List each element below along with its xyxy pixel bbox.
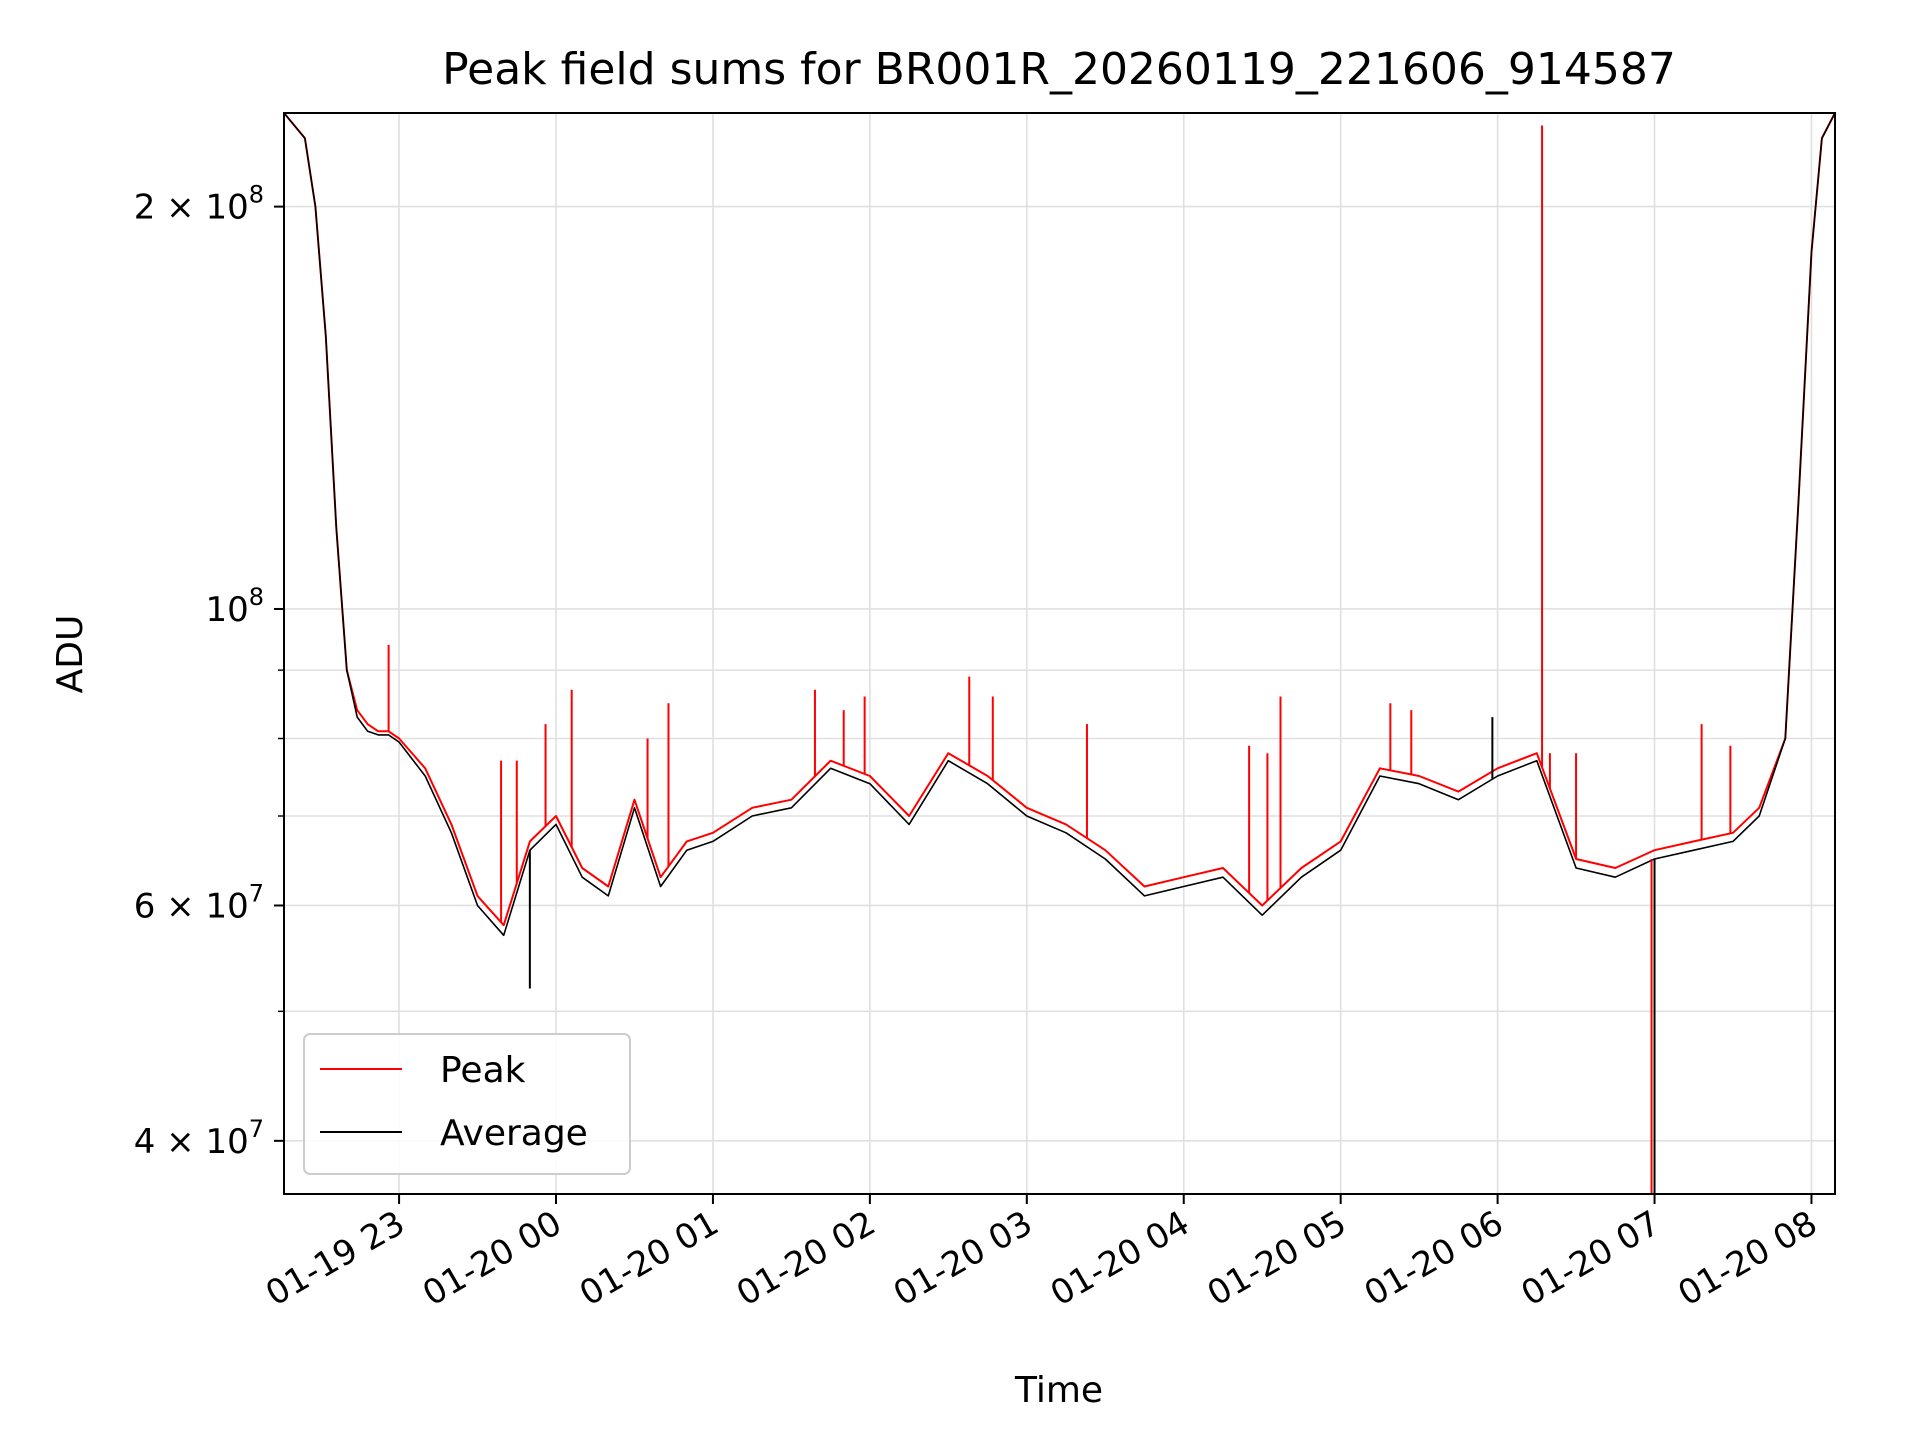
plot-frame (283, 112, 1836, 1195)
x-tick-label: 01-20 02 (730, 1203, 882, 1314)
x-tick-label: 01-20 00 (416, 1203, 568, 1314)
x-tick-label: 01-20 06 (1358, 1203, 1510, 1314)
x-axis-label: Time (1014, 1370, 1103, 1411)
y-tick-label: 108 (205, 583, 264, 630)
y-tick-label: 6 × 107 (134, 879, 264, 926)
y-tick-label: 2 × 108 (134, 181, 264, 228)
x-tick-label: 01-20 05 (1201, 1203, 1353, 1314)
legend: Peak Average (303, 1033, 631, 1175)
y-axis-label: ADU (50, 615, 91, 694)
x-tick-label: 01-20 03 (887, 1203, 1039, 1314)
plot-series (283, 112, 1836, 1194)
x-tick-label: 01-20 07 (1515, 1203, 1667, 1314)
x-tick-label: 01-20 01 (573, 1203, 725, 1314)
x-tick-label: 01-20 08 (1672, 1203, 1824, 1314)
grid-lines (284, 113, 1835, 1194)
legend-label-average: Average (440, 1113, 588, 1154)
x-tick-label: 01-20 04 (1044, 1203, 1196, 1314)
series-line-peak (283, 112, 1836, 927)
legend-label-peak: Peak (440, 1050, 526, 1091)
series-line-average (283, 112, 1836, 937)
x-tick-label: 01-19 23 (259, 1203, 411, 1314)
chart-title: Peak field sums for BR001R_20260119_2216… (442, 44, 1676, 95)
y-tick-label: 4 × 107 (134, 1115, 264, 1162)
